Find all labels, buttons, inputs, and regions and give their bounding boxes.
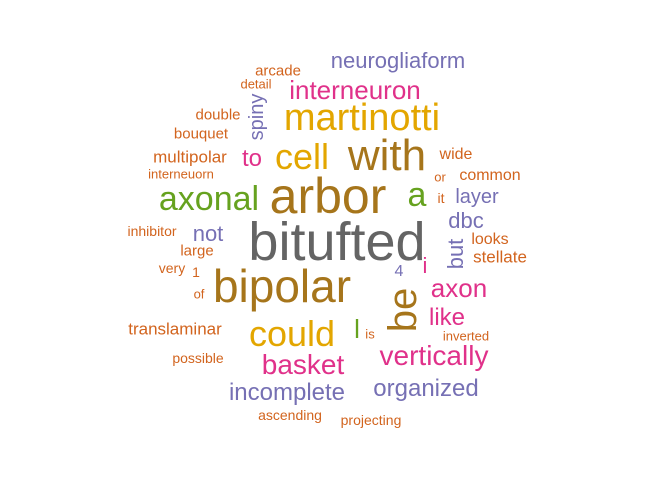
word-translaminar: translaminar — [128, 319, 222, 339]
word-or: or — [434, 169, 446, 185]
word-i: i — [422, 253, 428, 278]
word-but: but — [443, 238, 468, 270]
word-not: not — [192, 221, 224, 246]
word-large: large — [180, 242, 214, 260]
word-very: very — [158, 260, 186, 276]
word-a: a — [407, 176, 427, 214]
word-it: it — [437, 190, 445, 206]
word-martinotti: martinotti — [283, 97, 441, 139]
word-1: 1 — [192, 264, 200, 280]
word-double: double — [195, 106, 241, 124]
word-possible: possible — [172, 350, 224, 366]
word-cell: cell — [274, 136, 330, 177]
word-basket: basket — [261, 349, 345, 380]
word-projecting: projecting — [340, 412, 402, 428]
word-layer: layer — [455, 186, 499, 208]
word-axon: axon — [430, 273, 488, 303]
word-neurogliaform: neurogliaform — [330, 48, 466, 73]
word-detail: detail — [240, 76, 272, 92]
word-organized: organized — [373, 375, 479, 402]
word-looks: looks — [471, 231, 509, 248]
word-wide: wide — [439, 146, 473, 163]
word-arbor: arbor — [269, 168, 387, 224]
word-like: like — [428, 304, 466, 331]
word-inhibitor: inhibitor — [127, 223, 177, 239]
word-is: is — [365, 326, 375, 342]
word-bouquet: bouquet — [173, 125, 229, 143]
word-spiny: spiny — [246, 93, 268, 141]
word-with: with — [347, 131, 427, 180]
word-multipolar: multipolar — [153, 147, 227, 167]
word-axonal: axonal — [158, 180, 260, 218]
word-be: be — [381, 287, 425, 333]
word-interneuorn: interneuorn — [148, 166, 214, 182]
word-l: l — [354, 314, 360, 344]
word-interneuron: interneuron — [289, 75, 421, 105]
word-common: common — [459, 167, 521, 184]
word-of: of — [193, 286, 205, 302]
word-arcade: arcade — [255, 62, 301, 80]
word-bitufted: bitufted — [248, 212, 426, 272]
word-incomplete: incomplete — [228, 379, 346, 406]
word-vertically: vertically — [379, 340, 489, 371]
word-dbc: dbc — [448, 208, 484, 233]
word-4: 4 — [394, 263, 404, 280]
word-inverted: inverted — [442, 328, 490, 344]
word-bipolar: bipolar — [212, 260, 352, 312]
word-could: could — [248, 313, 336, 354]
word-to: to — [241, 145, 263, 172]
word-stellate: stellate — [473, 247, 527, 267]
word-ascending: ascending — [258, 407, 322, 423]
